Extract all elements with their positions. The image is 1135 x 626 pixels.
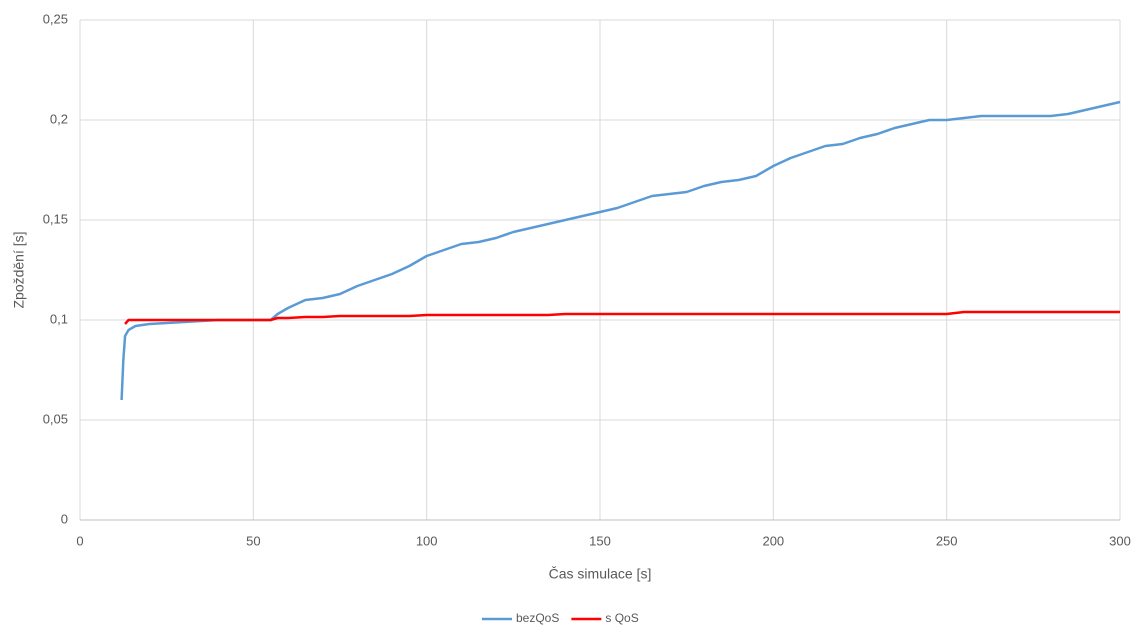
y-tick-label: 0,2	[50, 111, 68, 126]
x-tick-label: 100	[416, 533, 438, 548]
x-tick-label: 200	[762, 533, 784, 548]
y-tick-label: 0,15	[43, 211, 68, 226]
x-tick-label: 150	[589, 533, 611, 548]
y-tick-label: 0,1	[50, 311, 68, 326]
y-axis-label: Zpoždění [s]	[11, 231, 27, 308]
x-tick-label: 250	[936, 533, 958, 548]
legend-label: s QoS	[605, 611, 638, 625]
series-line	[124, 310, 1120, 325]
y-tick-label: 0	[61, 511, 68, 526]
y-tick-label: 0,05	[43, 411, 68, 426]
legend-label: bezQoS	[516, 611, 559, 625]
x-tick-label: 0	[76, 533, 83, 548]
x-tick-label: 300	[1109, 533, 1131, 548]
x-tick-label: 50	[246, 533, 260, 548]
y-tick-label: 0,25	[43, 11, 68, 26]
x-axis-label: Čas simulace [s]	[549, 566, 652, 582]
series-line	[120, 100, 1121, 401]
